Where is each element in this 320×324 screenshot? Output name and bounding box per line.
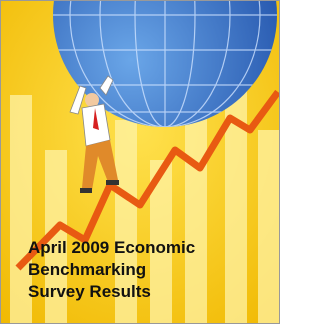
title-line: April 2009 Economic	[28, 238, 195, 257]
title-line: Benchmarking	[28, 260, 146, 279]
title-line: Survey Results	[28, 282, 151, 301]
cover-image: April 2009 Economic Benchmarking Survey …	[0, 0, 280, 324]
